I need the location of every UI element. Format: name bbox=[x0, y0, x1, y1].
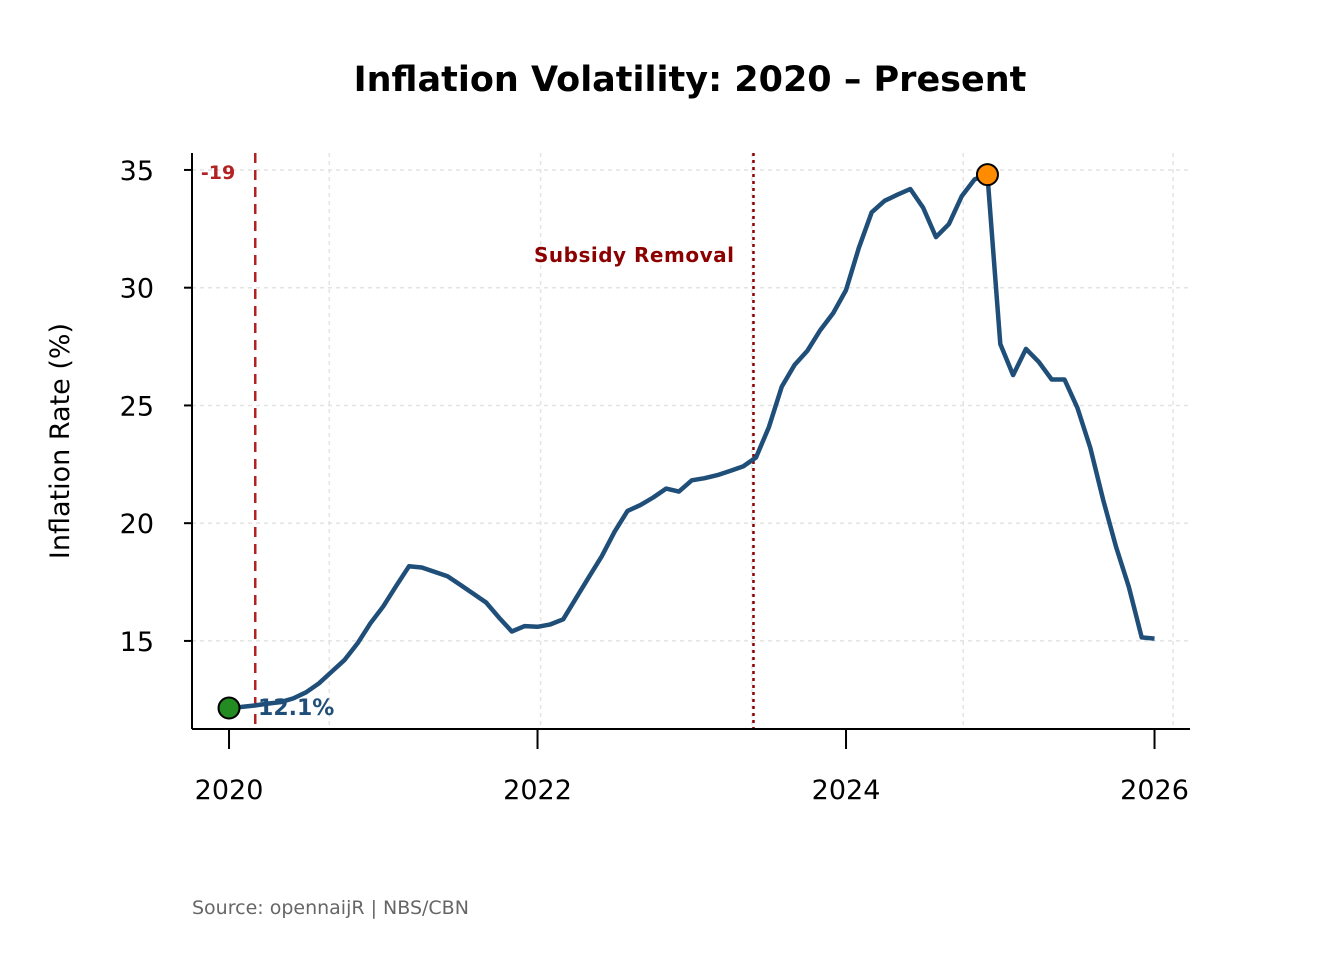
markers: 12.1% bbox=[217, 163, 999, 721]
source-note: Source: opennaijR | NBS/CBN bbox=[192, 897, 469, 919]
chart-title: Inflation Volatility: 2020 – Present bbox=[354, 60, 1027, 100]
x-tick-label: 2024 bbox=[812, 775, 881, 806]
marker-peak bbox=[975, 163, 999, 187]
event-label-subsidy-removal: Subsidy Removal bbox=[534, 243, 734, 267]
y-tick-label: 25 bbox=[120, 391, 154, 422]
grid bbox=[192, 153, 1190, 729]
x-tick-label: 2026 bbox=[1120, 775, 1189, 806]
y-tick-label: 35 bbox=[120, 156, 154, 187]
x-tick-label: 2020 bbox=[195, 775, 264, 806]
series bbox=[228, 172, 1155, 711]
axes: 15 20 25 30 35 2020 2022 2024 2026 bbox=[120, 153, 1190, 806]
y-axis-label: Inflation Rate (%) bbox=[45, 323, 76, 559]
event-label-covid: -19 bbox=[201, 162, 235, 184]
y-tick-label: 15 bbox=[120, 627, 154, 658]
marker-start bbox=[217, 696, 241, 720]
y-tick-label: 20 bbox=[120, 509, 154, 540]
x-tick-label: 2022 bbox=[503, 775, 572, 806]
y-tick-label: 30 bbox=[120, 274, 154, 305]
event-lines: -19 Subsidy Removal bbox=[201, 153, 755, 729]
marker-label-start: 12.1% bbox=[258, 696, 334, 721]
